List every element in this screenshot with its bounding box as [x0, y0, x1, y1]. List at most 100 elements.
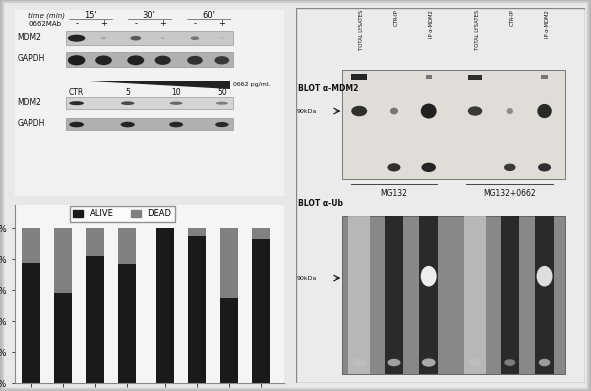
Bar — [541, 75, 548, 79]
Bar — [348, 216, 370, 374]
Ellipse shape — [538, 163, 551, 172]
Text: 50: 50 — [217, 88, 227, 97]
Ellipse shape — [69, 122, 84, 127]
Bar — [420, 216, 438, 374]
Ellipse shape — [388, 163, 401, 172]
Ellipse shape — [469, 359, 482, 366]
Ellipse shape — [220, 38, 223, 39]
Ellipse shape — [504, 359, 515, 366]
Bar — [351, 74, 367, 80]
Bar — [385, 216, 403, 374]
Bar — [220, 298, 238, 383]
Ellipse shape — [155, 56, 171, 65]
Ellipse shape — [191, 36, 199, 40]
Bar — [22, 228, 40, 262]
Text: 10: 10 — [171, 88, 181, 97]
Bar — [189, 228, 206, 236]
Text: -: - — [193, 19, 196, 28]
Bar — [22, 262, 40, 383]
Ellipse shape — [421, 104, 437, 118]
Ellipse shape — [504, 163, 515, 171]
Text: MDM2: MDM2 — [18, 33, 41, 42]
Ellipse shape — [95, 56, 112, 65]
Bar — [54, 228, 72, 294]
Text: IP α-MDM2: IP α-MDM2 — [428, 10, 434, 38]
Text: TOTAL LYSATES: TOTAL LYSATES — [475, 10, 480, 50]
Bar — [342, 70, 565, 179]
Text: MDM2: MDM2 — [18, 98, 41, 107]
Ellipse shape — [422, 359, 436, 367]
Ellipse shape — [390, 108, 398, 115]
Ellipse shape — [421, 163, 436, 172]
Ellipse shape — [506, 108, 513, 114]
Bar — [468, 75, 482, 80]
Text: TOTAL LYSATES: TOTAL LYSATES — [359, 10, 364, 50]
Text: 90kDa: 90kDa — [297, 276, 317, 281]
Text: MG132+0662: MG132+0662 — [483, 189, 536, 198]
Bar — [464, 216, 486, 374]
Text: 15': 15' — [84, 11, 96, 20]
Text: IP α-MDM2: IP α-MDM2 — [544, 10, 550, 38]
Text: +: + — [219, 19, 225, 28]
Ellipse shape — [68, 35, 85, 42]
Text: 30': 30' — [143, 11, 155, 20]
Ellipse shape — [169, 122, 183, 127]
Ellipse shape — [187, 56, 203, 65]
Ellipse shape — [215, 122, 229, 127]
FancyBboxPatch shape — [3, 2, 588, 389]
Text: GAPDH: GAPDH — [18, 54, 45, 63]
Ellipse shape — [68, 55, 85, 65]
Bar — [66, 52, 233, 67]
Bar — [501, 216, 519, 374]
Text: 5: 5 — [125, 88, 130, 97]
Ellipse shape — [352, 359, 366, 367]
Bar — [66, 118, 233, 131]
Bar — [535, 216, 554, 374]
Text: -: - — [75, 19, 78, 28]
Ellipse shape — [421, 266, 437, 287]
Text: +: + — [100, 19, 107, 28]
Ellipse shape — [388, 359, 401, 366]
Ellipse shape — [131, 36, 141, 41]
Ellipse shape — [351, 106, 367, 116]
Ellipse shape — [161, 37, 165, 39]
Bar — [426, 75, 431, 79]
Text: CTR: CTR — [69, 88, 85, 97]
Legend: ALIVE, DEAD: ALIVE, DEAD — [70, 206, 174, 222]
Bar — [86, 228, 103, 256]
Ellipse shape — [537, 104, 552, 118]
Bar — [66, 97, 233, 109]
Bar — [252, 228, 270, 239]
Text: GAPDH: GAPDH — [18, 120, 45, 129]
Bar — [118, 228, 135, 264]
Text: MG132: MG132 — [381, 189, 407, 198]
Ellipse shape — [468, 106, 482, 116]
Bar — [157, 228, 174, 383]
Bar — [66, 31, 233, 45]
Bar — [86, 256, 103, 383]
Bar — [118, 264, 135, 383]
Bar — [342, 216, 565, 374]
Ellipse shape — [69, 101, 84, 105]
Text: time (min): time (min) — [28, 12, 65, 19]
Ellipse shape — [121, 122, 135, 127]
Ellipse shape — [121, 101, 134, 105]
Bar — [220, 228, 238, 298]
Text: 0662 pg/ml.: 0662 pg/ml. — [233, 83, 270, 88]
Ellipse shape — [216, 102, 228, 105]
Ellipse shape — [101, 37, 106, 39]
Bar — [189, 236, 206, 383]
Text: 90kDa: 90kDa — [297, 109, 317, 113]
Ellipse shape — [127, 56, 144, 65]
Ellipse shape — [170, 102, 183, 105]
Text: BLOT α-MDM2: BLOT α-MDM2 — [298, 84, 359, 93]
Text: BLOT α-Ub: BLOT α-Ub — [298, 199, 343, 208]
Ellipse shape — [215, 56, 229, 65]
Ellipse shape — [539, 359, 550, 366]
Text: 60': 60' — [202, 11, 215, 20]
Text: 0662MAb: 0662MAb — [28, 21, 61, 27]
Text: -: - — [134, 19, 137, 28]
Text: CTR-IP: CTR-IP — [510, 10, 515, 27]
Bar — [252, 239, 270, 383]
Ellipse shape — [537, 266, 553, 287]
